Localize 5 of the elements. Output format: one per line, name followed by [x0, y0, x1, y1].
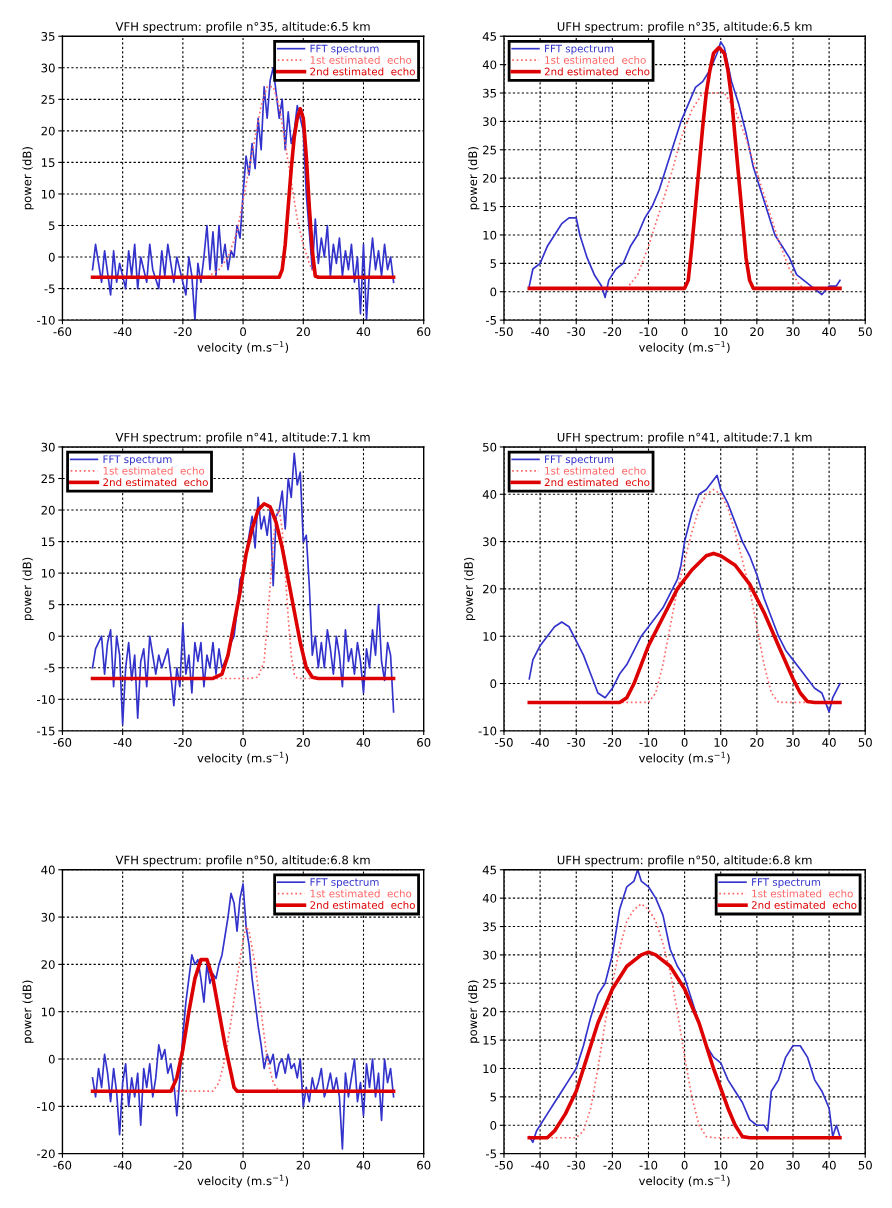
line-series: [91, 452, 395, 726]
line-series: [527, 551, 842, 705]
line-series: [90, 957, 396, 1093]
line-series: [91, 66, 395, 321]
line-series: [527, 950, 842, 1140]
